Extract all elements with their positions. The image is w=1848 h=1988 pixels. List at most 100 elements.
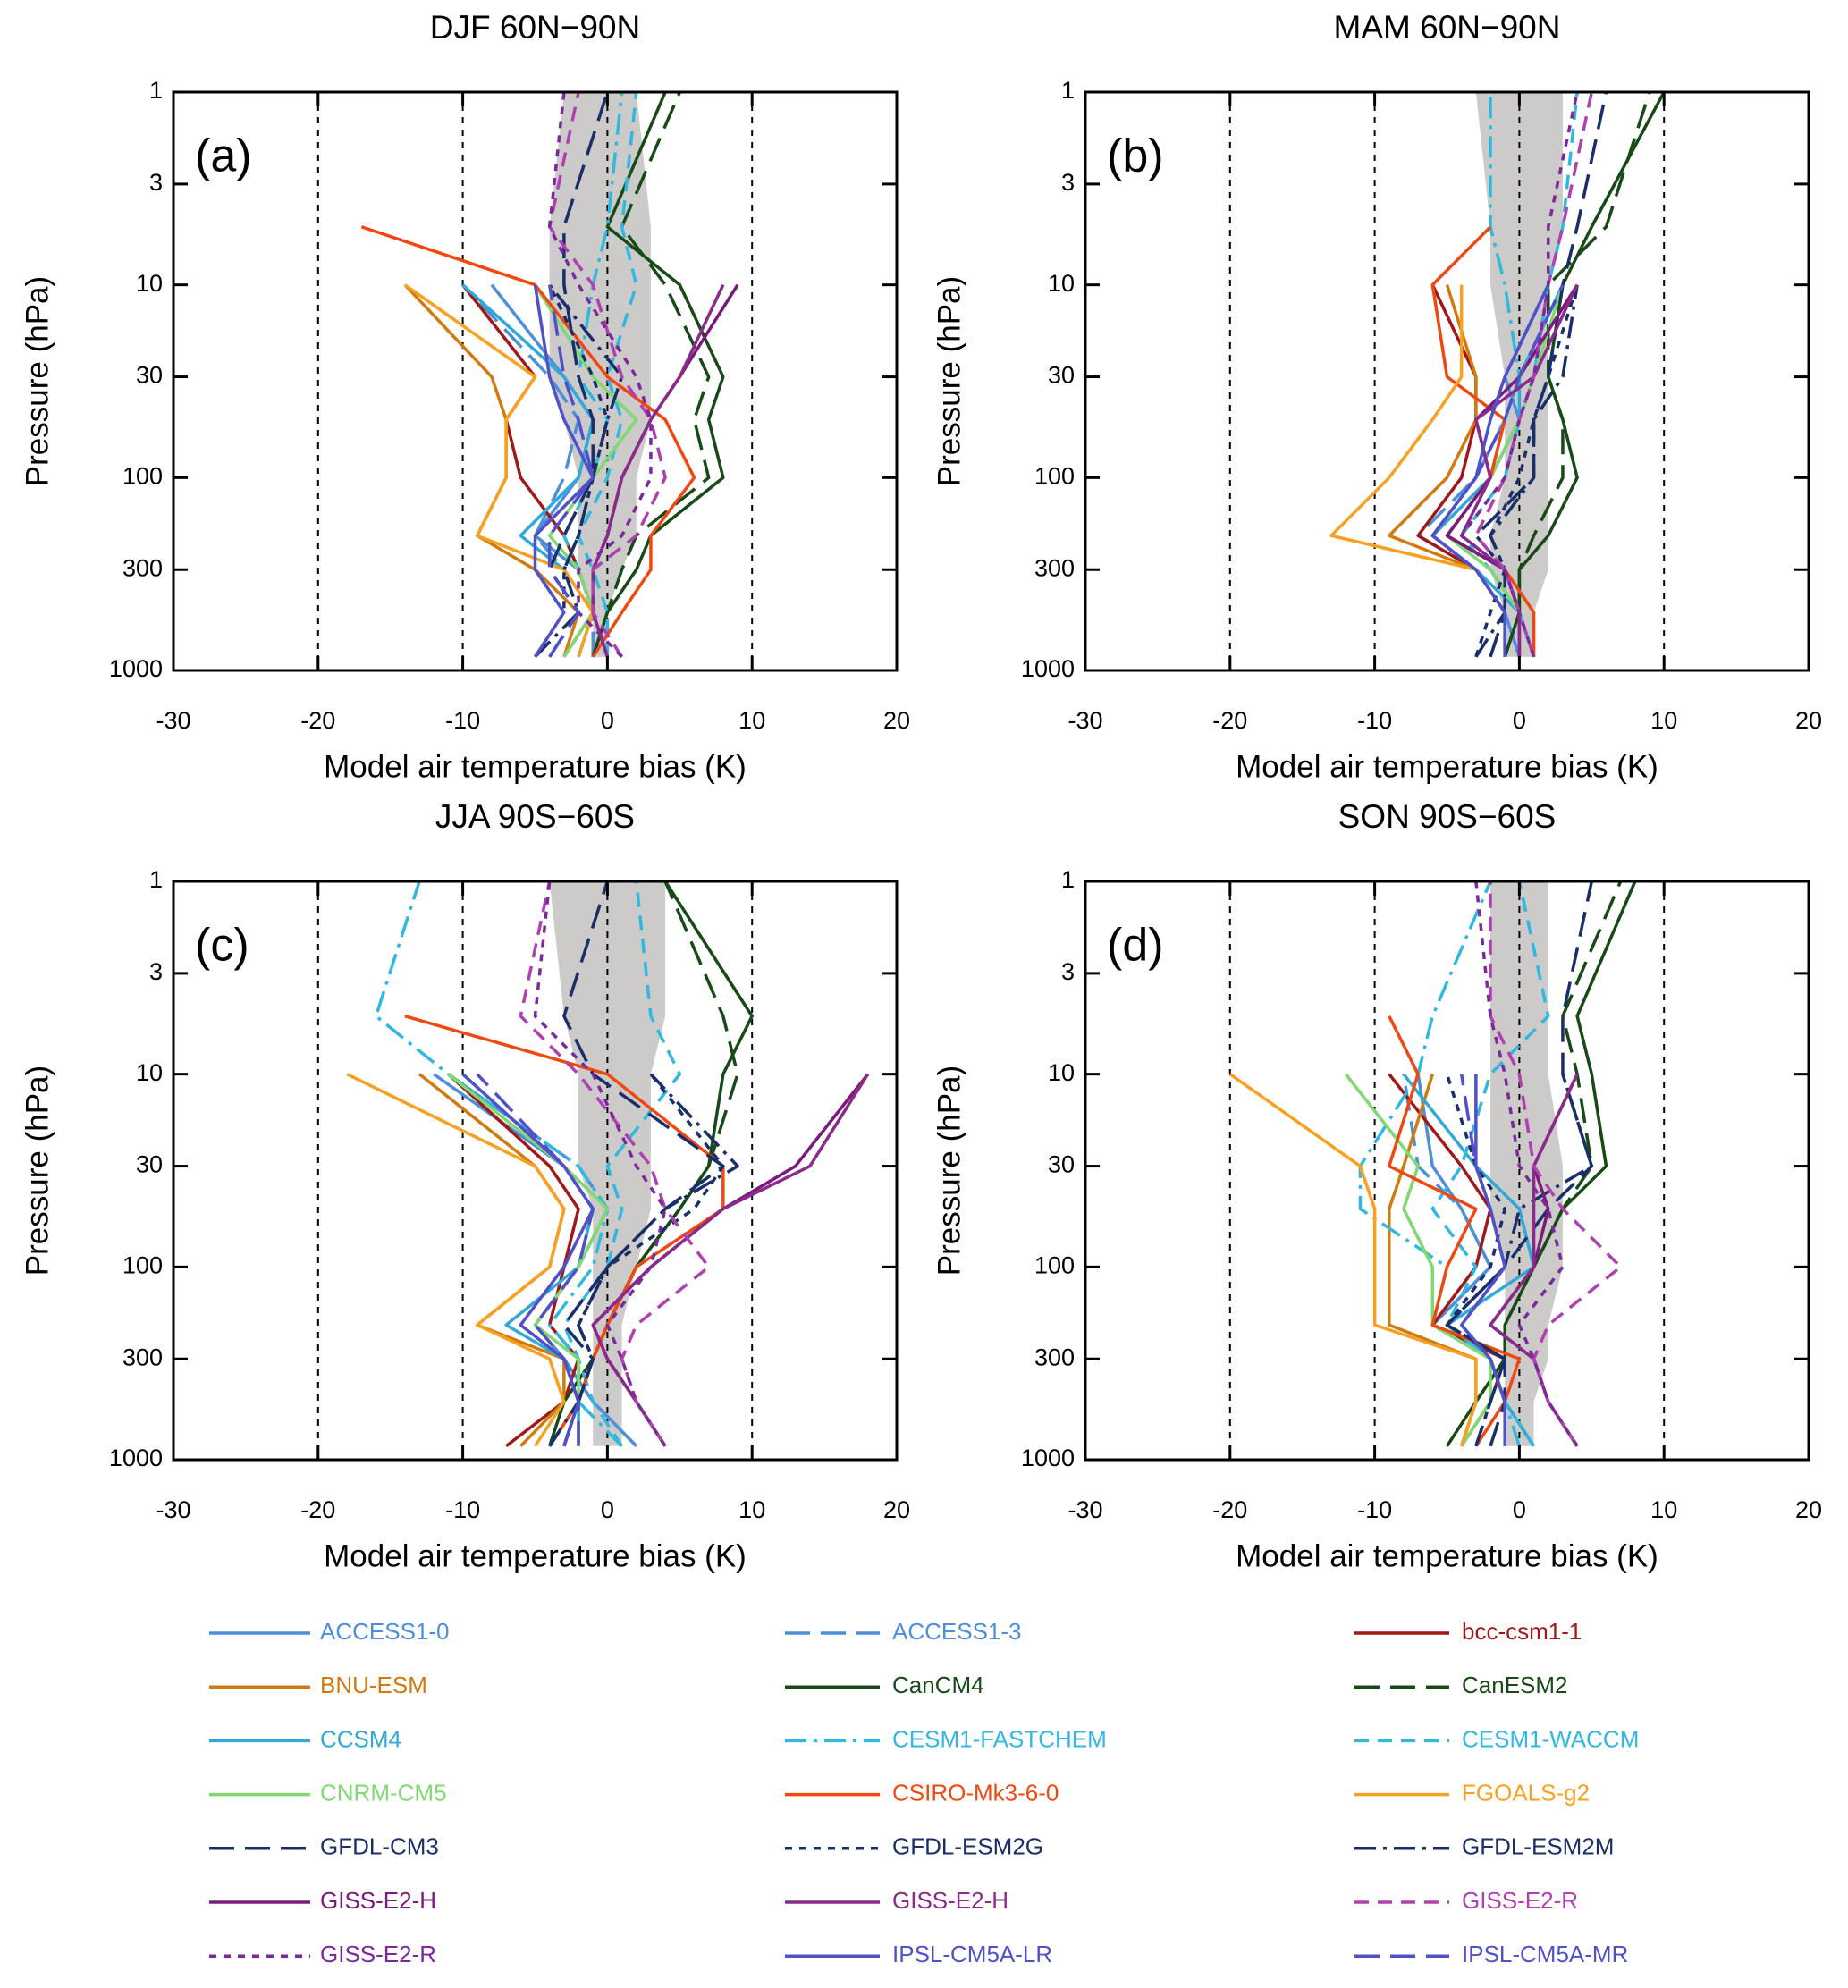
y-axis-label: Pressure (hPa) xyxy=(20,1066,55,1276)
x-tick-label: -20 xyxy=(300,707,335,734)
x-axis-label: Model air temperature bias (K) xyxy=(1236,1538,1658,1573)
profile-line xyxy=(591,92,711,658)
plot-frame xyxy=(172,880,899,1462)
legend-label: CCSM4 xyxy=(320,1725,401,1752)
y-tick-label: 3 xyxy=(149,958,163,985)
y-tick-label: 1 xyxy=(1061,866,1075,893)
panel-label: (d) xyxy=(1107,920,1164,972)
profile-line xyxy=(591,1073,870,1447)
y-tick-label: 300 xyxy=(1034,1344,1075,1370)
x-tick-label: -10 xyxy=(1357,1496,1392,1523)
x-tick-label: 10 xyxy=(738,1496,765,1523)
legend-label: GFDL-CM3 xyxy=(320,1833,439,1860)
legend-label: GISS-E2-R xyxy=(320,1941,436,1967)
panel: -30 -20 -10 0 10 20 1 3 10 30 100 300 1000 JJA 90S−60… xyxy=(20,798,910,1573)
y-tick-label: 3 xyxy=(149,169,163,196)
profile-line xyxy=(1430,283,1565,658)
profile-line xyxy=(1344,1073,1492,1447)
x-tick-label: 20 xyxy=(883,1496,910,1523)
profile-line xyxy=(346,1073,566,1447)
profile-line xyxy=(533,881,667,1447)
x-tick-label: -30 xyxy=(156,1496,190,1523)
legend-label: CNRM-CM5 xyxy=(320,1779,447,1806)
legend-label: IPSL-CM5A-MR xyxy=(1462,1941,1628,1967)
profile-line xyxy=(1228,1073,1478,1447)
profile-line xyxy=(547,284,595,658)
y-tick-label: 10 xyxy=(136,1059,163,1086)
x-axis-label: Model air temperature bias (K) xyxy=(324,749,747,784)
profile-line xyxy=(1445,881,1594,1447)
y-axis-label: Pressure (hPa) xyxy=(932,276,966,486)
panel-title: JJA 90S−60S xyxy=(435,798,635,835)
profile-line xyxy=(1459,1074,1506,1446)
legend-label: ACCESS1-0 xyxy=(320,1618,450,1645)
x-tick-label: 0 xyxy=(601,1496,614,1523)
plot-area xyxy=(316,881,870,1460)
legend-label: CanCM4 xyxy=(892,1672,984,1698)
panel-label: (b) xyxy=(1107,131,1164,182)
y-tick-label: 30 xyxy=(1048,362,1075,389)
y-tick-label: 300 xyxy=(122,554,163,581)
legend-label: GFDL-ESM2M xyxy=(1462,1833,1614,1860)
x-tick-label: -30 xyxy=(1067,707,1102,734)
profile-line xyxy=(534,283,638,658)
profile-line xyxy=(360,225,696,658)
profile-line xyxy=(547,92,667,658)
panel-title: DJF 60N−90N xyxy=(430,9,640,46)
legend-label: GFDL-ESM2G xyxy=(892,1833,1043,1860)
legend-label: GISS-E2-R xyxy=(1462,1887,1578,1914)
panel-label: (c) xyxy=(195,920,249,972)
legend-label: CESM1-WACCM xyxy=(1462,1725,1639,1752)
profile-line xyxy=(548,1073,739,1447)
profile-line xyxy=(1474,284,1579,658)
x-tick-label: 20 xyxy=(1795,707,1822,734)
x-tick-label: 10 xyxy=(738,707,765,734)
x-axis-label: Model air temperature bias (K) xyxy=(324,1538,747,1573)
profile-line xyxy=(1503,92,1651,658)
legend-label: bcc-csm1-1 xyxy=(1462,1618,1582,1645)
profile-line xyxy=(1474,284,1579,658)
panel-label: (a) xyxy=(195,131,252,182)
plot-area xyxy=(1228,92,1666,670)
y-tick-label: 1 xyxy=(149,866,163,893)
profile-line xyxy=(1474,92,1608,658)
x-tick-label: -10 xyxy=(445,1496,480,1523)
y-tick-label: 100 xyxy=(122,462,163,489)
panel: -30 -20 -10 0 10 20 1 3 10 30 100 300 1000 MAM 60N−90… xyxy=(932,9,1822,784)
profile-line xyxy=(1474,92,1594,658)
x-tick-label: -10 xyxy=(445,707,480,734)
legend-label: ACCESS1-3 xyxy=(892,1618,1022,1645)
profile-line xyxy=(1430,283,1565,657)
y-tick-label: 100 xyxy=(1034,1251,1075,1278)
panel-title: SON 90S−60S xyxy=(1338,798,1557,835)
panel: -30 -20 -10 0 10 20 1 3 10 30 100 300 1000 DJF 60N−90… xyxy=(20,9,910,784)
legend-label: CSIRO-Mk3-6-0 xyxy=(892,1779,1059,1806)
y-tick-label: 100 xyxy=(1034,462,1075,489)
x-tick-label: 0 xyxy=(1513,707,1526,734)
y-tick-label: 1000 xyxy=(1021,1445,1075,1471)
plot-frame xyxy=(172,90,899,672)
profile-line xyxy=(403,283,595,658)
y-tick-label: 10 xyxy=(1048,1059,1075,1086)
x-tick-label: 0 xyxy=(1513,1496,1526,1523)
x-tick-label: -30 xyxy=(156,707,190,734)
y-tick-label: 1000 xyxy=(109,1445,163,1471)
y-axis-label: Pressure (hPa) xyxy=(20,276,55,486)
x-tick-label: 20 xyxy=(883,707,910,734)
legend-label: CESM1-FASTCHEM xyxy=(892,1725,1107,1752)
x-tick-label: -30 xyxy=(1067,1496,1102,1523)
x-tick-label: -20 xyxy=(300,1496,335,1523)
y-tick-label: 30 xyxy=(136,362,163,389)
profile-line xyxy=(1445,1074,1506,1447)
spread-band xyxy=(549,92,651,657)
legend: ACCESS1-0 ACCESS1-3 bcc-csm1-1 BNU-ESM CanCM… xyxy=(209,1618,1639,1967)
x-tick-label: -20 xyxy=(1212,1496,1247,1523)
y-tick-label: 1 xyxy=(1061,77,1075,104)
legend-label: FGOALS-g2 xyxy=(1462,1779,1590,1806)
profile-line xyxy=(1459,92,1579,658)
x-axis-label: Model air temperature bias (K) xyxy=(1236,749,1658,784)
y-axis-label: Pressure (hPa) xyxy=(932,1066,966,1276)
profile-line xyxy=(447,1073,610,1447)
legend-label: CanESM2 xyxy=(1462,1672,1568,1698)
legend-label: GISS-E2-H xyxy=(892,1887,1008,1914)
